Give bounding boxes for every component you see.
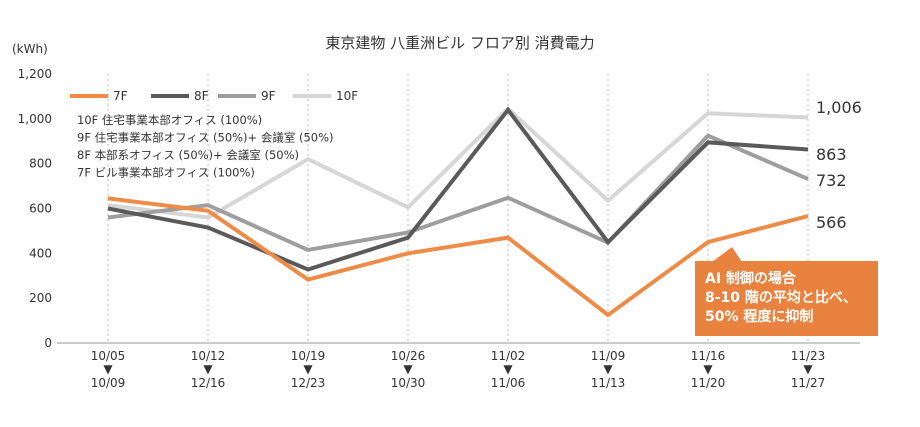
series-line-10f bbox=[107, 105, 809, 220]
callout: AI 制御の場合 8-10 階の平均と比べ、 50% 程度に抑制 bbox=[695, 247, 878, 336]
legend-label-7f: 7F bbox=[113, 89, 128, 103]
end-labels: 566 863 732 1,006 bbox=[816, 98, 862, 232]
end-label-8f: 863 bbox=[816, 145, 847, 164]
x-tick-end: 10/30 bbox=[391, 376, 426, 390]
series-lines bbox=[107, 105, 809, 318]
legend-label-10f: 10F bbox=[336, 89, 358, 103]
x-tick-arrow: ▼ bbox=[803, 362, 813, 376]
y-tick-label: 200 bbox=[29, 291, 52, 305]
floor-note: 7F ビル事業本部オフィス (100%) bbox=[77, 166, 255, 180]
y-tick-label: 600 bbox=[29, 202, 52, 216]
end-label-9f: 732 bbox=[816, 171, 847, 190]
x-tick-end: 11/06 bbox=[491, 376, 526, 390]
end-label-7f: 566 bbox=[816, 213, 847, 232]
floor-notes: 10F 住宅事業本部オフィス (100%) 9F 住宅事業本部オフィス (50%)… bbox=[77, 113, 334, 180]
legend-label-9f: 9F bbox=[261, 89, 276, 103]
callout-box bbox=[695, 261, 878, 336]
y-axis-ticks: 0 200 400 600 800 1,000 1,200 bbox=[18, 67, 52, 350]
x-tick-start: 11/23 bbox=[791, 349, 826, 363]
x-tick-arrow: ▼ bbox=[403, 362, 413, 376]
x-tick-arrow: ▼ bbox=[303, 362, 313, 376]
x-tick-start: 10/05 bbox=[91, 349, 126, 363]
callout-line: 50% 程度に抑制 bbox=[705, 308, 813, 325]
end-label-10f: 1,006 bbox=[816, 98, 862, 117]
floor-note: 8F 本部系オフィス (50%)+ 会議室 (50%) bbox=[77, 148, 299, 162]
legend: 7F 8F 9F 10F bbox=[70, 89, 358, 103]
grid bbox=[57, 74, 860, 344]
y-tick-label: 800 bbox=[29, 157, 52, 171]
y-tick-label: 0 bbox=[44, 336, 52, 350]
x-tick-arrow: ▼ bbox=[603, 362, 613, 376]
series-line-7f bbox=[107, 196, 809, 318]
x-tick-start: 10/19 bbox=[291, 349, 326, 363]
callout-line: AI 制御の場合 bbox=[705, 270, 797, 287]
floor-note: 9F 住宅事業本部オフィス (50%)+ 会議室 (50%) bbox=[77, 131, 334, 145]
x-tick-end: 11/20 bbox=[691, 376, 726, 390]
x-tick-arrow: ▼ bbox=[103, 362, 113, 376]
x-tick-arrow: ▼ bbox=[703, 362, 713, 376]
series-line-9f bbox=[107, 133, 809, 253]
x-tick-arrow: ▼ bbox=[503, 362, 513, 376]
x-tick-end: 12/16 bbox=[191, 376, 226, 390]
series-line-8f bbox=[107, 106, 809, 272]
y-tick-label: 1,000 bbox=[18, 112, 52, 126]
x-tick-end: 11/27 bbox=[791, 376, 826, 390]
chart-title: 東京建物 八重洲ビル フロア別 消費電力 bbox=[325, 34, 594, 52]
x-tick-arrow: ▼ bbox=[203, 362, 213, 376]
legend-label-8f: 8F bbox=[194, 89, 209, 103]
y-tick-label: 400 bbox=[29, 246, 52, 260]
x-tick-start: 11/02 bbox=[491, 349, 526, 363]
x-axis-ticks: 10/05▼10/0910/12▼12/1610/19▼12/2310/26▼1… bbox=[91, 349, 826, 390]
callout-line: 8-10 階の平均と比べ、 bbox=[705, 289, 857, 306]
x-tick-start: 11/16 bbox=[691, 349, 726, 363]
y-axis-unit: (kWh) bbox=[12, 42, 48, 56]
x-tick-end: 11/13 bbox=[591, 376, 626, 390]
y-tick-label: 1,200 bbox=[18, 67, 52, 81]
x-tick-start: 10/26 bbox=[391, 349, 426, 363]
x-tick-end: 10/09 bbox=[91, 376, 126, 390]
callout-pointer bbox=[712, 247, 742, 262]
floor-note: 10F 住宅事業本部オフィス (100%) bbox=[77, 113, 262, 127]
x-tick-start: 10/12 bbox=[191, 349, 226, 363]
x-tick-end: 12/23 bbox=[291, 376, 326, 390]
x-tick-start: 11/09 bbox=[591, 349, 626, 363]
